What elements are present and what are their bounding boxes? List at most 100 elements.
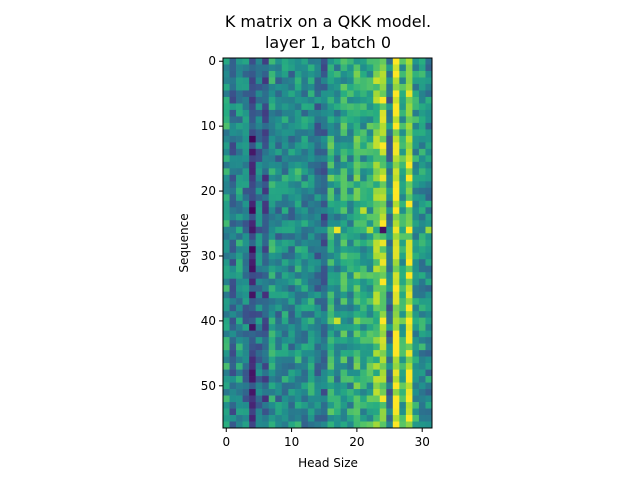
heatmap-cell — [340, 272, 348, 280]
heatmap-cell — [353, 382, 361, 390]
heatmap-cell — [340, 343, 348, 351]
heatmap-cell — [229, 272, 237, 280]
heatmap-cell — [373, 239, 381, 247]
heatmap-cell — [334, 70, 341, 78]
heatmap-cell — [229, 356, 237, 364]
heatmap-cell — [262, 83, 270, 91]
heatmap-cell — [360, 350, 368, 357]
heatmap-cell — [399, 148, 407, 156]
heatmap-cell — [418, 291, 426, 299]
heatmap-cell — [294, 395, 302, 403]
heatmap-cell — [288, 142, 296, 150]
heatmap-cell — [353, 291, 361, 299]
heatmap-cell — [386, 272, 394, 280]
heatmap-cell — [386, 168, 394, 176]
heatmap-cell — [249, 220, 257, 228]
heatmap-cell — [229, 324, 237, 331]
heatmap-cell — [399, 272, 407, 280]
heatmap-cell — [301, 311, 309, 318]
heatmap-cell — [223, 369, 230, 377]
heatmap-cell — [242, 408, 250, 416]
heatmap-cell — [366, 330, 374, 338]
heatmap-cell — [236, 382, 243, 390]
heatmap-cell — [249, 213, 257, 221]
heatmap-cell — [340, 213, 348, 221]
heatmap-cell — [379, 324, 387, 331]
heatmap-cell — [255, 96, 263, 104]
heatmap-cell — [425, 207, 433, 215]
heatmap-cell — [418, 272, 426, 280]
heatmap-cell — [412, 103, 420, 111]
heatmap-cell — [425, 90, 433, 98]
heatmap-cell — [366, 272, 374, 280]
heatmap-cell — [236, 174, 243, 182]
heatmap-cell — [281, 363, 289, 370]
heatmap-cell — [347, 389, 354, 396]
heatmap-cell — [268, 265, 276, 273]
heatmap-cell — [288, 135, 296, 143]
heatmap-cell — [340, 304, 348, 312]
heatmap-cell — [281, 122, 289, 130]
heatmap-cell — [301, 155, 309, 163]
heatmap-cell — [360, 142, 368, 150]
heatmap-cell — [360, 356, 368, 364]
heatmap-cell — [412, 343, 420, 351]
heatmap-cell — [294, 77, 302, 85]
heatmap-cell — [399, 330, 407, 338]
heatmap-cell — [379, 226, 387, 234]
heatmap-cell — [223, 239, 230, 247]
heatmap-cell — [223, 356, 230, 364]
heatmap-cell — [320, 187, 328, 195]
heatmap-cell — [425, 122, 433, 130]
heatmap-cell — [373, 285, 381, 293]
heatmap-cell — [353, 116, 361, 124]
heatmap-cell — [366, 226, 374, 234]
heatmap-cell — [360, 148, 368, 156]
heatmap-cell — [347, 408, 354, 416]
heatmap-cell — [268, 350, 276, 357]
heatmap-cell — [223, 324, 230, 331]
heatmap-cell — [340, 58, 348, 65]
heatmap-cell — [255, 272, 263, 280]
heatmap-cell — [379, 259, 387, 267]
heatmap-cell — [268, 122, 276, 130]
heatmap-cell — [366, 337, 374, 344]
heatmap-cell — [425, 363, 433, 370]
heatmap-cell — [236, 103, 243, 111]
heatmap-cell — [418, 285, 426, 293]
heatmap-cell — [360, 298, 368, 306]
heatmap-cell — [379, 389, 387, 396]
heatmap-cell — [340, 194, 348, 202]
heatmap-cell — [288, 96, 296, 104]
heatmap-cell — [412, 207, 420, 215]
heatmap-cell — [320, 265, 328, 273]
heatmap-cell — [249, 116, 257, 124]
heatmap-cell — [425, 415, 433, 422]
heatmap-cell — [327, 220, 335, 228]
heatmap-cell — [307, 181, 315, 189]
heatmap-cell — [386, 148, 394, 156]
heatmap-cell — [405, 109, 413, 117]
heatmap-cell — [392, 298, 400, 306]
heatmap-cell — [314, 148, 322, 156]
heatmap-cell — [275, 350, 283, 357]
heatmap-cell — [418, 70, 426, 78]
heatmap-cell — [405, 200, 413, 208]
heatmap-cell — [288, 64, 296, 72]
heatmap-cell — [255, 129, 263, 137]
heatmap-cell — [288, 70, 296, 78]
heatmap-cell — [255, 194, 263, 202]
heatmap-cell — [353, 70, 361, 78]
heatmap-cell — [334, 83, 341, 91]
heatmap-cell — [223, 174, 230, 182]
heatmap-cell — [379, 311, 387, 318]
heatmap-cell — [373, 278, 381, 286]
heatmap-cell — [334, 246, 341, 254]
heatmap-cell — [288, 116, 296, 124]
heatmap-cell — [373, 233, 381, 241]
heatmap-cell — [281, 129, 289, 137]
heatmap-cell — [366, 389, 374, 396]
heatmap-cell — [249, 70, 257, 78]
heatmap-cell — [314, 395, 322, 403]
heatmap-cell — [294, 343, 302, 351]
